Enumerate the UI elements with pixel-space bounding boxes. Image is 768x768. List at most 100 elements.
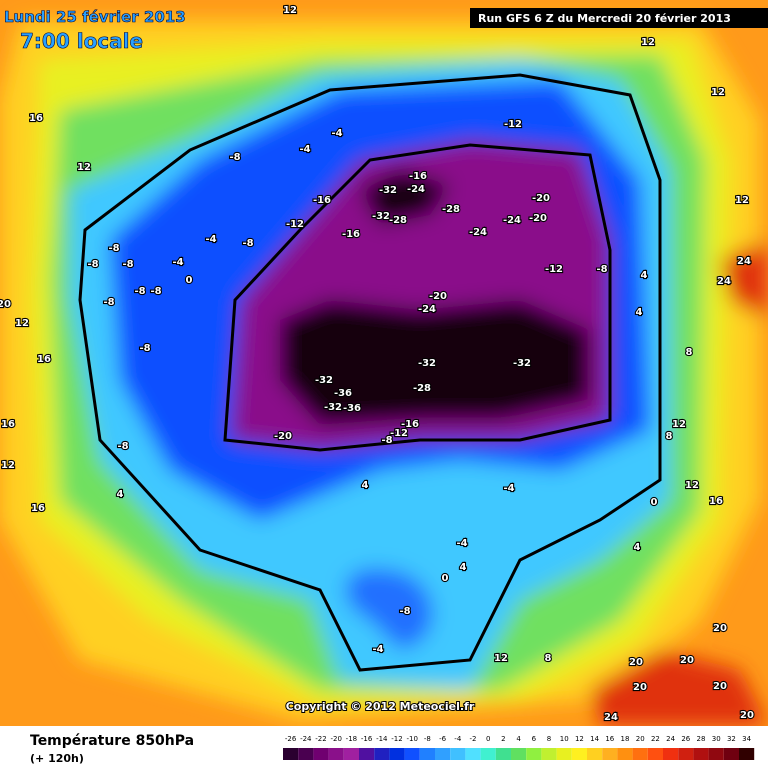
- contour-label: -16: [409, 171, 427, 182]
- contour-label: -32: [379, 185, 397, 196]
- scale-cell: [313, 748, 329, 760]
- scale-label: -10: [406, 735, 417, 743]
- scale-cell: [511, 748, 527, 760]
- contour-label: 12: [283, 5, 297, 16]
- scale-cell: [647, 748, 663, 760]
- scale-label: 14: [590, 735, 599, 743]
- contour-label: -12: [390, 428, 408, 439]
- scale-label: 32: [727, 735, 736, 743]
- contour-label: 8: [686, 347, 693, 358]
- scale-cell: [693, 748, 709, 760]
- scale-label: 30: [712, 735, 721, 743]
- scale-cell: [556, 748, 572, 760]
- contour-label: 20: [680, 655, 694, 666]
- contour-label: 16: [37, 354, 51, 365]
- scale-cell: [495, 748, 511, 760]
- scale-cell: [678, 748, 694, 760]
- scale-label: 26: [681, 735, 690, 743]
- contour-label: -32: [324, 402, 342, 413]
- contour-label: -36: [334, 388, 352, 399]
- footer-title: Température 850hPa: [30, 733, 194, 749]
- contour-label: -8: [117, 441, 128, 452]
- contour-label: -16: [313, 195, 331, 206]
- scale-cell: [283, 748, 299, 760]
- scale-label: 16: [605, 735, 614, 743]
- contour-label: -24: [418, 304, 436, 315]
- scale-label: 34: [742, 735, 751, 743]
- scale-label: -24: [300, 735, 312, 743]
- scale-label: 0: [486, 735, 490, 743]
- footer: [0, 726, 768, 768]
- scale-label: 10: [560, 735, 569, 743]
- contour-label: -28: [442, 204, 460, 215]
- contour-label: 8: [666, 431, 673, 442]
- scale-label: -6: [439, 735, 447, 743]
- scale-label: 28: [697, 735, 706, 743]
- scale-cell: [419, 748, 435, 760]
- contour-label: -8: [108, 243, 119, 254]
- contour-label: -4: [331, 128, 342, 139]
- scale-label: -18: [346, 735, 357, 743]
- contour-label: 4: [117, 489, 124, 500]
- contour-label: -8: [596, 264, 607, 275]
- scale-cell: [526, 748, 542, 760]
- scale-label: 8: [547, 735, 551, 743]
- contour-label: -8: [134, 286, 145, 297]
- contour-label: -12: [286, 219, 304, 230]
- scale-cell: [541, 748, 557, 760]
- color-scale: -26 -24 -22 -20 -18 -16 -14 -12 -10 -8 -6 -4 -2 0 2 4 6 8…: [283, 735, 755, 760]
- scale-cell: [602, 748, 618, 760]
- temperature-field: [0, 20, 768, 726]
- run-box: [470, 8, 768, 28]
- contour-label: -8: [399, 606, 410, 617]
- contour-label: 16: [1, 419, 15, 430]
- scale-label: 24: [666, 735, 675, 743]
- valid-date: Lundi 25 février 2013: [4, 8, 186, 26]
- contour-label: -4: [372, 644, 383, 655]
- contour-label: 0: [186, 275, 193, 286]
- contour-label: -20: [529, 213, 547, 224]
- scale-label: -12: [391, 735, 402, 743]
- core-north: [360, 170, 450, 225]
- scale-label: -20: [330, 735, 341, 743]
- band-neg32: [280, 300, 590, 425]
- scale-label: 12: [575, 735, 584, 743]
- contour-label: -8: [381, 435, 392, 446]
- contour-label: 12: [15, 318, 29, 329]
- contour-label: 16: [709, 496, 723, 507]
- contour-label: -16: [342, 229, 360, 240]
- contour-label: 20: [629, 657, 643, 668]
- scale-cell: [389, 748, 405, 760]
- contour-label: 12: [1, 460, 15, 471]
- scale-label: 20: [636, 735, 645, 743]
- neg20-isotherm: [223, 143, 612, 452]
- med-low: [345, 568, 433, 650]
- contour-label: 20: [740, 710, 754, 721]
- contour-label: 12: [641, 37, 655, 48]
- scale-cell: [465, 748, 481, 760]
- contour-label: -36: [343, 403, 361, 414]
- contour-label: -4: [299, 144, 310, 155]
- scale-label: 22: [651, 735, 660, 743]
- contour-label: 12: [735, 195, 749, 206]
- footer-lead: (+ 120h): [30, 752, 84, 765]
- scale-cell: [374, 748, 390, 760]
- scale-cell: [739, 748, 755, 760]
- contour-label: -8: [103, 297, 114, 308]
- contour-label: 12: [77, 162, 91, 173]
- contour-label: 0: [442, 573, 449, 584]
- contour-label: -20: [532, 193, 550, 204]
- contour-label: 8: [545, 653, 552, 664]
- contour-label: 16: [29, 113, 43, 124]
- contour-label: -16: [401, 419, 419, 430]
- scale-cell: [663, 748, 679, 760]
- contour-label: -32: [315, 375, 333, 386]
- scale-cell: [480, 748, 496, 760]
- contour-label: -28: [389, 215, 407, 226]
- warm-south: [590, 650, 768, 726]
- contour-label: -24: [407, 184, 425, 195]
- scale-cell: [587, 748, 603, 760]
- contour-label: 12: [494, 653, 508, 664]
